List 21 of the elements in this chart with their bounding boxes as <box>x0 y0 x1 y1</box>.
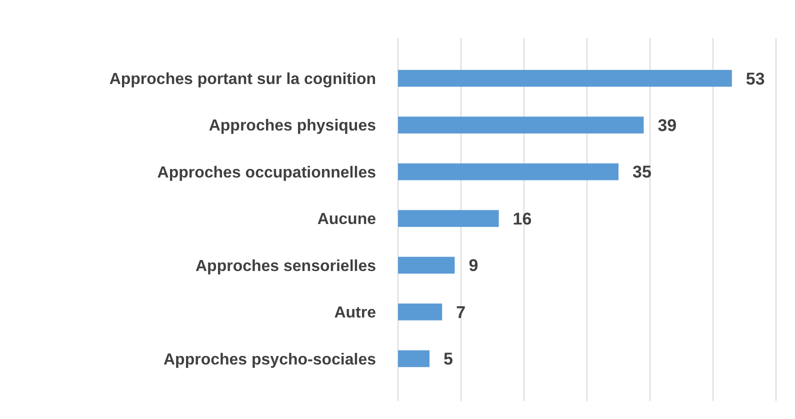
y-tick-label: Approches physiques <box>208 118 376 135</box>
bar <box>398 70 732 87</box>
data-label: 53 <box>746 69 765 88</box>
data-label: 7 <box>456 302 466 322</box>
bar <box>398 116 644 134</box>
data-label: 16 <box>512 209 532 228</box>
bar <box>398 210 499 227</box>
y-tick-label: Aucune <box>317 211 376 228</box>
bar <box>398 256 455 274</box>
y-tick-label: Approches occupationnelles <box>157 164 376 182</box>
data-label: 5 <box>444 350 453 369</box>
data-label: 9 <box>468 256 478 276</box>
y-tick-label: Approches psycho-sociales <box>163 351 376 368</box>
y-tick-label: Approches sensorielles <box>195 258 376 275</box>
y-tick-label: Approches portant sur la cognition <box>109 70 376 88</box>
bar <box>398 350 430 368</box>
data-label: 35 <box>632 162 652 182</box>
y-tick-label: Autre <box>334 304 376 322</box>
data-label: 39 <box>658 116 677 135</box>
bar <box>398 304 442 320</box>
bar <box>398 163 618 180</box>
